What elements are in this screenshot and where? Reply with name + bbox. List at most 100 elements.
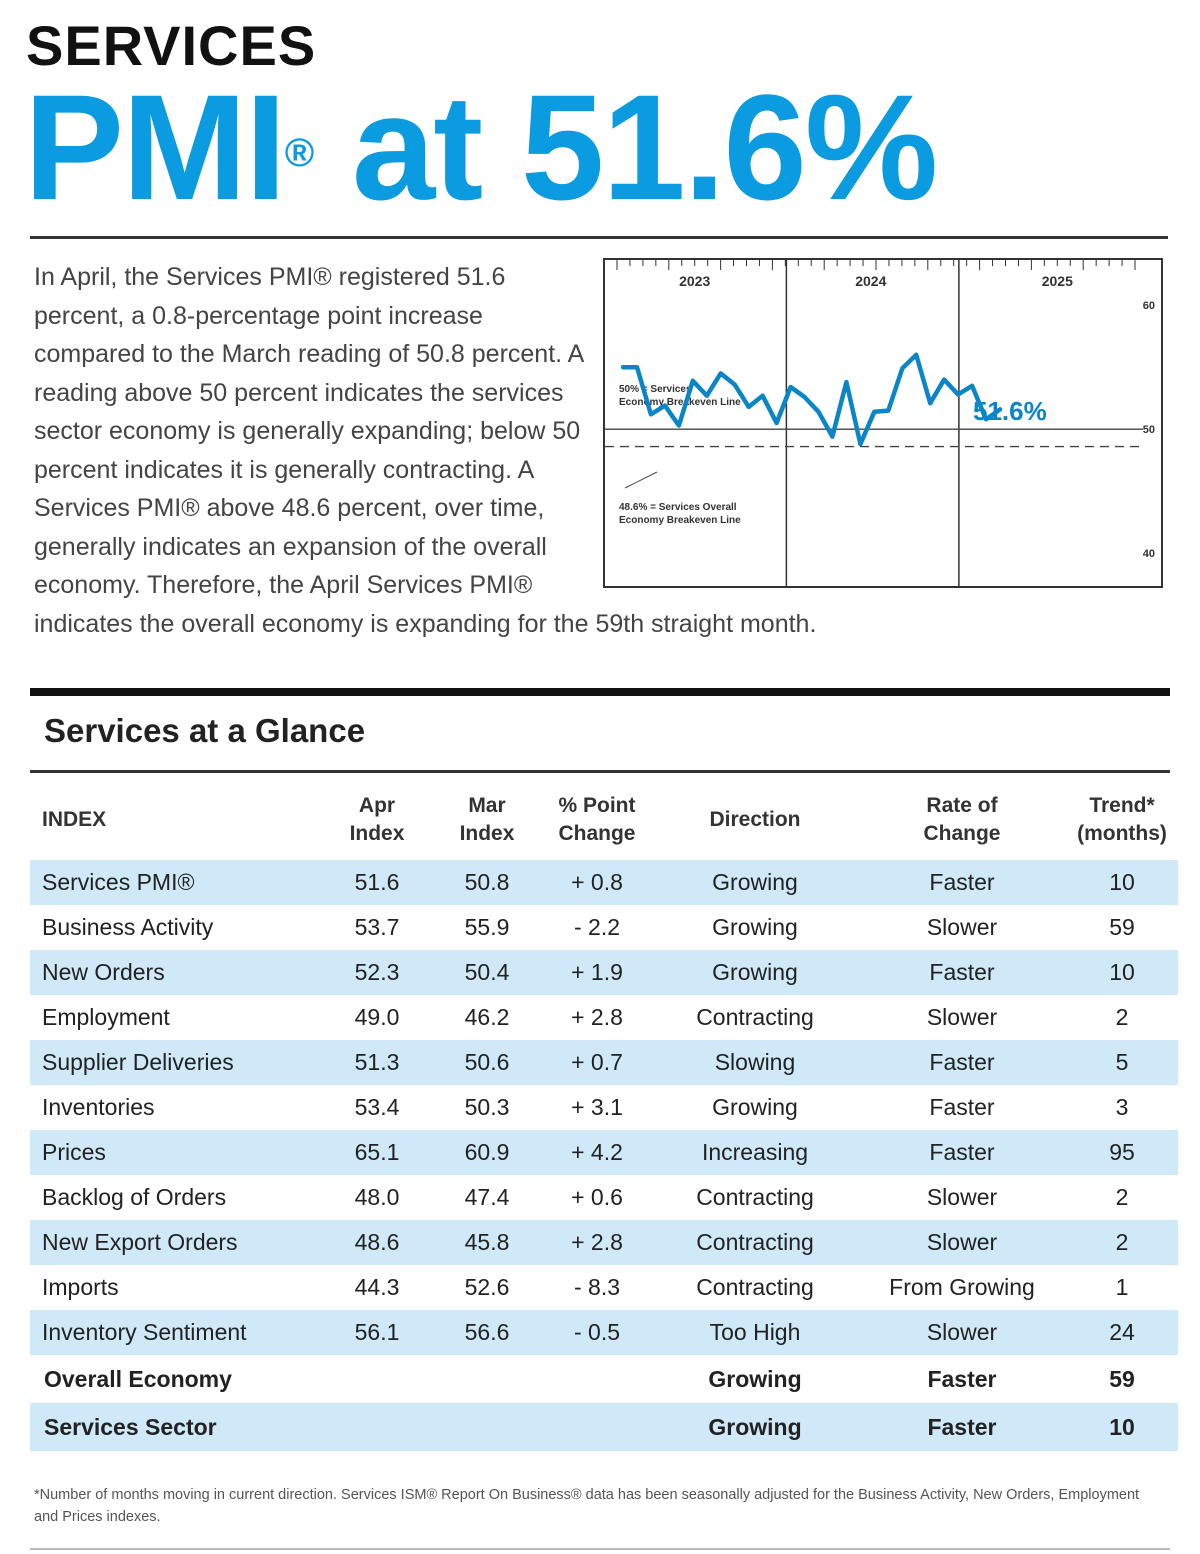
table-row: New Export Orders 48.6 45.8 + 2.8 Contractin… xyxy=(30,1220,1178,1265)
y-tick-label: 60 xyxy=(1143,300,1155,312)
cell-direction: Too High xyxy=(652,1310,858,1355)
cell-name: Backlog of Orders xyxy=(42,1184,227,1210)
cell-direction: Growing xyxy=(652,950,858,995)
cell-direction: Contracting xyxy=(652,1220,858,1265)
cell-change: + 1.9 xyxy=(542,950,652,995)
col-header-apr-line2: Index xyxy=(349,822,405,845)
cell-direction: Growing xyxy=(652,1403,858,1451)
col-header-trend: Trend* (months) xyxy=(1066,780,1178,860)
cell-name: Business Activity xyxy=(42,914,214,940)
cell-change: + 3.1 xyxy=(571,1094,623,1120)
cell-mar: 47.4 xyxy=(464,1184,510,1210)
cell-apr: 48.6 xyxy=(322,1220,432,1265)
col-header-rate: Rate of Change xyxy=(858,780,1066,860)
cell-mar: 46.2 xyxy=(464,1004,510,1030)
table-header-row: INDEX Apr Index Mar Index % Point Change Di… xyxy=(30,780,1178,860)
table-row: Supplier Deliveries 51.3 50.6 + 0.7 Slowing F… xyxy=(30,1040,1178,1085)
section-title: Services at a Glance xyxy=(44,712,366,749)
cell-change: + 0.6 xyxy=(571,1184,623,1210)
cell-trend: 3 xyxy=(1115,1094,1129,1120)
cell-apr: 53.4 xyxy=(354,1094,400,1120)
table-row: Imports 44.3 52.6 - 8.3 Contracting From Grow… xyxy=(30,1265,1178,1310)
cell-mar: 50.8 xyxy=(432,860,542,905)
col-header-apr: Apr Index xyxy=(322,780,432,860)
cell-trend: 2 xyxy=(1115,1184,1129,1210)
cell-trend: 2 xyxy=(1066,1220,1178,1265)
cell-name: Services PMI® xyxy=(30,860,322,905)
table-row: Business Activity 53.7 55.9 - 2.2 Growing Slo… xyxy=(30,905,1178,950)
cell-empty xyxy=(432,1403,542,1451)
footnote: *Number of months moving in current dire… xyxy=(34,1487,1140,1525)
services-at-a-glance-table: INDEX Apr Index Mar Index % Point Change Di… xyxy=(30,780,1178,1451)
cell-rate: Faster xyxy=(927,1365,997,1392)
col-header-mar: Mar Index xyxy=(432,780,542,860)
cell-rate: Faster xyxy=(858,950,1066,995)
cell-change: + 2.8 xyxy=(542,1220,652,1265)
cell-name: Supplier Deliveries xyxy=(30,1040,322,1085)
cell-trend: 2 xyxy=(1115,1004,1129,1030)
col-header-direction: Direction xyxy=(709,808,801,831)
table-total-row: Overall Economy Growing Faster 59 xyxy=(30,1355,1178,1403)
reference-label-50-cont: Economy Breakeven Line xyxy=(619,397,741,408)
cell-direction: Growing xyxy=(712,1094,798,1120)
cell-name: Employment xyxy=(42,1004,170,1030)
series-line xyxy=(620,352,1003,447)
cell-direction: Contracting xyxy=(696,1274,814,1300)
cell-direction: Contracting xyxy=(696,1004,814,1030)
year-label: 2024 xyxy=(855,273,886,289)
col-header-change-line2: Change xyxy=(558,822,636,845)
cell-trend: 95 xyxy=(1066,1130,1178,1175)
cell-name: New Export Orders xyxy=(30,1220,322,1265)
cell-direction: Contracting xyxy=(696,1184,814,1210)
col-header-rate-line1: Rate of xyxy=(926,794,998,817)
year-label: 2025 xyxy=(1042,273,1073,289)
col-header-apr-line1: Apr xyxy=(358,794,396,817)
cell-trend: 10 xyxy=(1066,1403,1178,1451)
y-tick-label: 40 xyxy=(1143,548,1155,560)
table-row: New Orders 52.3 50.4 + 1.9 Growing Faster 10 xyxy=(30,950,1178,995)
cell-empty xyxy=(542,1355,652,1403)
cell-empty xyxy=(322,1355,432,1403)
cell-rate: Faster xyxy=(929,1094,995,1120)
cell-mar: 45.8 xyxy=(432,1220,542,1265)
cell-rate: Faster xyxy=(858,860,1066,905)
cell-empty xyxy=(322,1403,432,1451)
cell-name: Overall Economy xyxy=(44,1365,232,1392)
table-top-rule xyxy=(30,770,1170,773)
cell-rate: Faster xyxy=(858,1040,1066,1085)
cell-rate: Slower xyxy=(858,1220,1066,1265)
cell-change: - 8.3 xyxy=(573,1274,621,1300)
table-row: Inventories 53.4 50.3 + 3.1 Growing Faster 3 xyxy=(30,1085,1178,1130)
cell-name: New Orders xyxy=(30,950,322,995)
cell-direction: Growing xyxy=(708,1365,802,1392)
cell-empty xyxy=(432,1355,542,1403)
report-kicker: SERVICES xyxy=(26,14,317,77)
reference-pointer xyxy=(624,471,658,489)
y-tick-label: 50 xyxy=(1143,424,1155,436)
cell-mar: 55.9 xyxy=(464,914,510,940)
cell-rate: Faster xyxy=(858,1130,1066,1175)
cell-trend: 5 xyxy=(1066,1040,1178,1085)
table-row: Backlog of Orders 48.0 47.4 + 0.6 Contractin… xyxy=(30,1175,1178,1220)
cell-apr: 52.3 xyxy=(322,950,432,995)
summary-text: In April, the Services PMI® registered 5… xyxy=(34,263,817,638)
cell-name: Services Sector xyxy=(30,1403,322,1451)
cell-mar: 56.6 xyxy=(432,1310,542,1355)
table-row: Inventory Sentiment 56.1 56.6- 0.5 Too High… xyxy=(30,1310,1178,1355)
pmi-line-chart: 2023 2024 2025 40 50 60 50% = Services Economy … xyxy=(603,258,1163,588)
year-label: 2023 xyxy=(679,273,710,289)
headline: PMI® at 51.6% xyxy=(24,72,938,222)
cell-change: - 0.5 xyxy=(542,1310,652,1355)
cell-apr: 49.0 xyxy=(354,1004,400,1030)
cell-trend: 24 xyxy=(1066,1310,1178,1355)
headline-pmi: PMI xyxy=(24,63,287,231)
headline-value: at 51.6% xyxy=(312,63,938,231)
cell-trend: 1 xyxy=(1115,1274,1129,1300)
cell-change: + 0.7 xyxy=(542,1040,652,1085)
col-header-trend-line1: Trend* xyxy=(1089,794,1155,817)
bottom-rule xyxy=(30,1548,1170,1550)
chart-svg: 2023 2024 2025 40 50 60 50% = Services Economy … xyxy=(605,260,1155,586)
cell-rate: Slower xyxy=(926,1184,998,1210)
cell-trend: 10 xyxy=(1066,860,1178,905)
cell-apr: 65.1 xyxy=(322,1130,432,1175)
